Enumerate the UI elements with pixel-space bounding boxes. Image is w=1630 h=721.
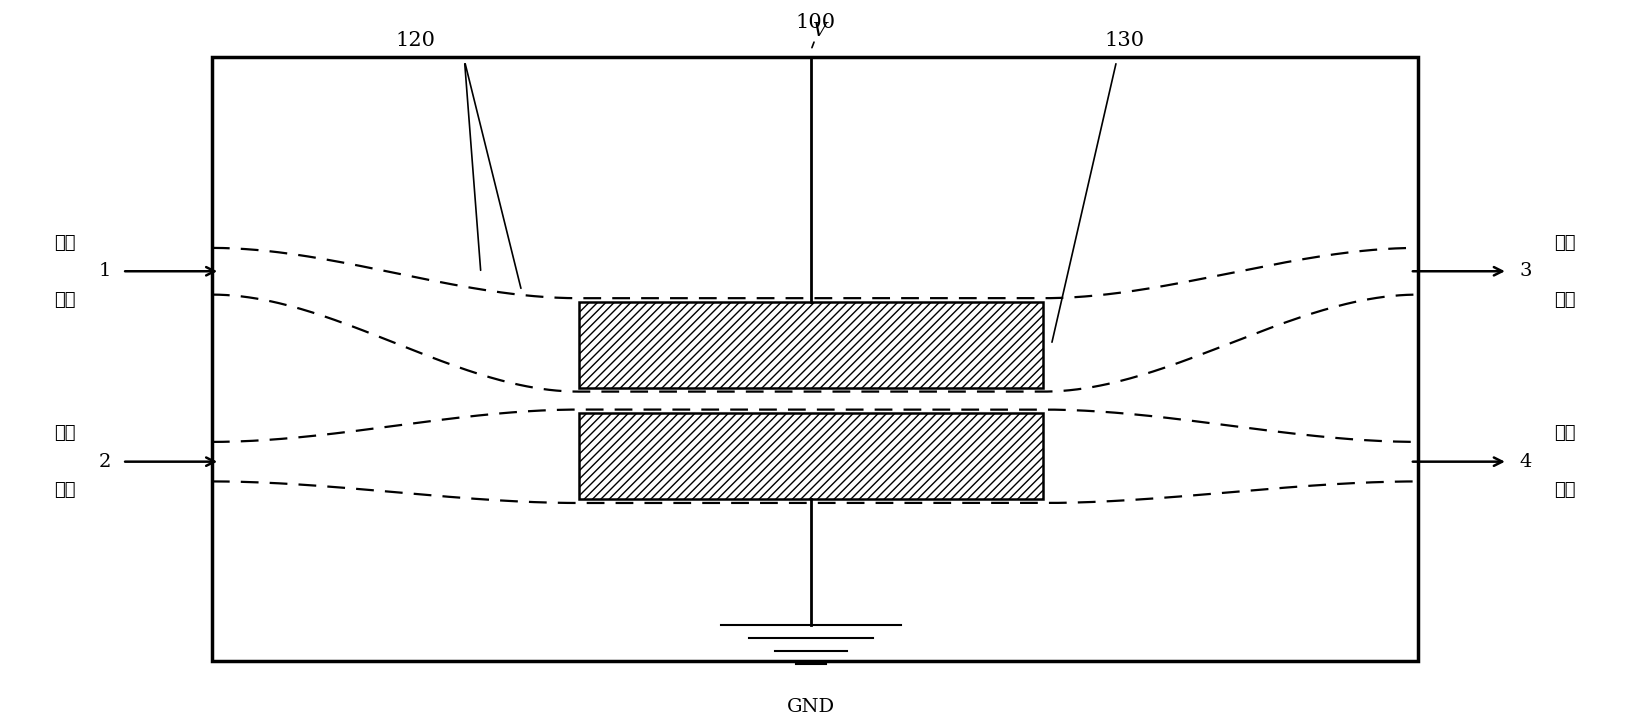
Bar <box>579 302 1043 388</box>
Text: 信号: 信号 <box>54 424 77 442</box>
Bar <box>212 58 1418 661</box>
Text: 4: 4 <box>1519 453 1532 471</box>
Text: 1: 1 <box>98 262 111 280</box>
Text: 100: 100 <box>795 13 835 32</box>
Text: 2: 2 <box>98 453 111 471</box>
Bar <box>579 413 1043 500</box>
Text: 信号: 信号 <box>1553 234 1576 252</box>
Text: 信号: 信号 <box>1553 424 1576 442</box>
Text: 3: 3 <box>1519 262 1532 280</box>
Text: 130: 130 <box>1105 31 1144 50</box>
Text: GND: GND <box>787 699 835 717</box>
Text: 信号: 信号 <box>54 234 77 252</box>
Text: 120: 120 <box>396 31 435 50</box>
Text: 输出: 输出 <box>1553 482 1576 500</box>
Text: 输出: 输出 <box>1553 291 1576 309</box>
Text: 输入: 输入 <box>54 482 77 500</box>
Text: V: V <box>812 22 826 40</box>
Text: 输入: 输入 <box>54 291 77 309</box>
